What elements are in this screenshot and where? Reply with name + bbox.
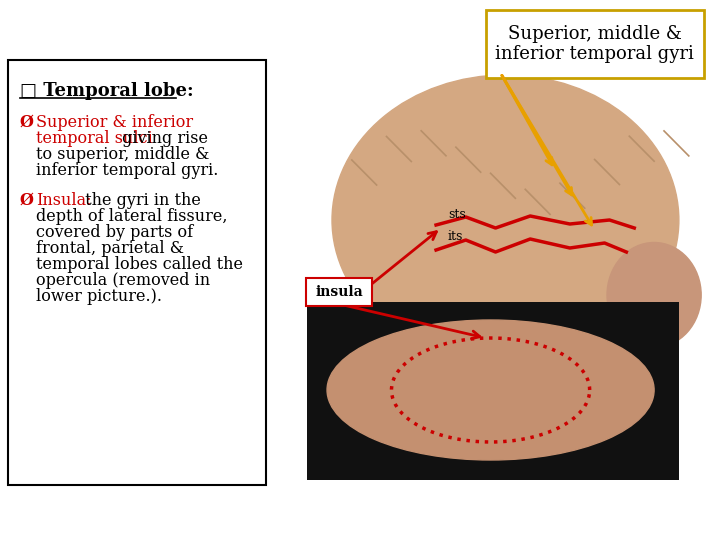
Text: inferior temporal gyri.: inferior temporal gyri. (36, 162, 218, 179)
Text: the gyri in the: the gyri in the (80, 192, 201, 209)
Text: opercula (removed in: opercula (removed in (36, 272, 210, 289)
Text: temporal sulci: temporal sulci (36, 130, 153, 147)
FancyBboxPatch shape (307, 302, 679, 480)
Ellipse shape (332, 75, 679, 365)
Text: depth of lateral fissure,: depth of lateral fissure, (36, 208, 228, 225)
Ellipse shape (607, 242, 701, 348)
Text: giving rise: giving rise (117, 130, 208, 147)
Text: covered by parts of: covered by parts of (36, 224, 193, 241)
Text: Ø: Ø (20, 114, 34, 131)
Text: Superior, middle &
inferior temporal gyri: Superior, middle & inferior temporal gyr… (495, 25, 694, 63)
FancyBboxPatch shape (306, 278, 372, 306)
Text: lower picture.).: lower picture.). (36, 288, 162, 305)
Text: Insula:: Insula: (36, 192, 91, 209)
Text: frontal, parietal &: frontal, parietal & (36, 240, 184, 257)
Text: Superior & inferior: Superior & inferior (36, 114, 193, 131)
Text: its: its (448, 230, 464, 243)
Text: sts: sts (448, 208, 466, 221)
Text: Ø: Ø (20, 192, 34, 209)
FancyBboxPatch shape (8, 60, 266, 485)
Text: to superior, middle &: to superior, middle & (36, 146, 209, 163)
Text: □ Temporal lobe:: □ Temporal lobe: (20, 82, 194, 100)
Text: insula: insula (315, 285, 363, 299)
FancyBboxPatch shape (485, 10, 703, 78)
Text: temporal lobes called the: temporal lobes called the (36, 256, 243, 273)
Ellipse shape (327, 320, 654, 460)
